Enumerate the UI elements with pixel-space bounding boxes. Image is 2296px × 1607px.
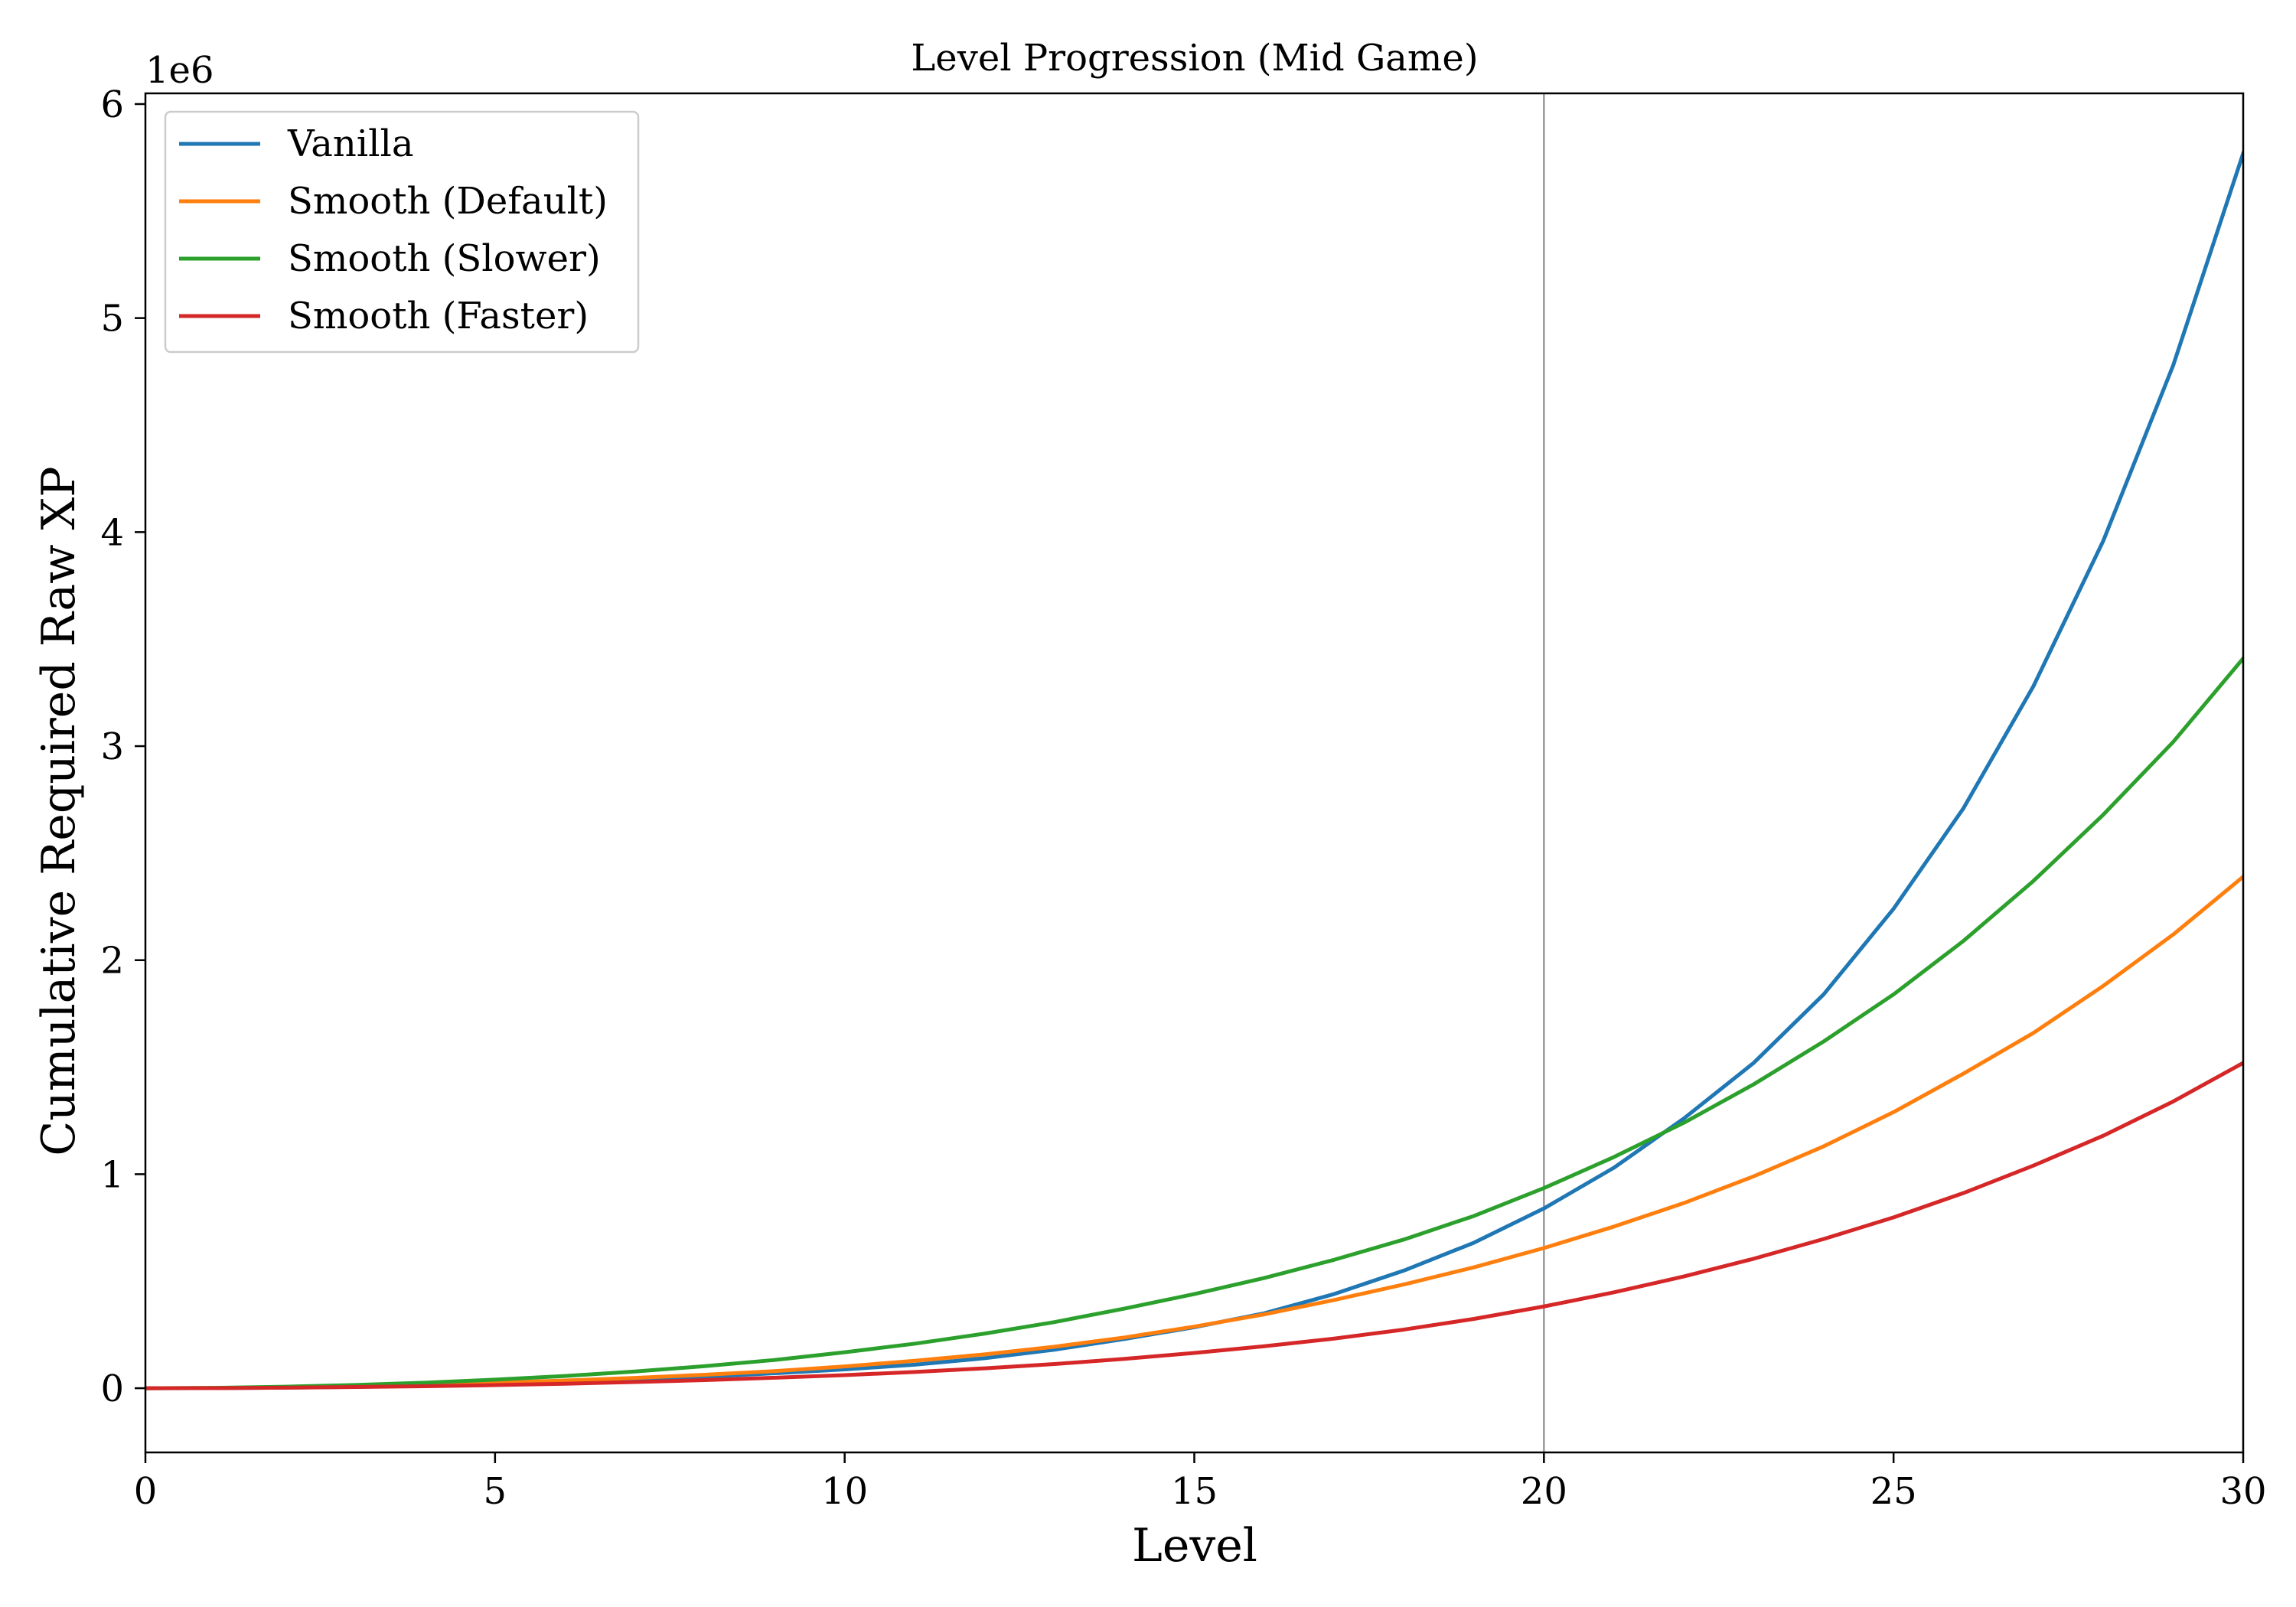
x-tick-label: 0 [134,1470,158,1513]
x-tick-label: 30 [2219,1470,2266,1513]
y-tick-label: 4 [100,511,124,554]
legend-label-3: Smooth (Faster) [288,295,589,337]
x-tick-label: 5 [484,1470,507,1513]
y-tick-label: 6 [100,83,124,126]
x-tick-label: 15 [1171,1470,1218,1513]
legend-label-0: Vanilla [287,122,413,165]
y-tick-label: 0 [100,1367,124,1410]
legend-label-2: Smooth (Slower) [288,237,601,280]
legend-label-1: Smooth (Default) [288,180,608,223]
x-tick-label: 10 [821,1470,868,1513]
y-tick-label: 5 [100,298,124,341]
series-line-3 [145,1061,2243,1390]
legend-box [164,110,640,354]
y-tick-label: 2 [100,940,124,983]
chart-title: Level Progression (Mid Game) [911,37,1478,80]
series-line-1 [145,874,2243,1390]
axes: 0 5 10 15 20 25 30 0 1 2 3 4 5 6 [100,83,2266,1513]
plot-area [145,93,2243,1452]
x-axis-label: Level [1132,1519,1257,1573]
x-tick-label: 25 [1870,1470,1917,1513]
y-tick-label: 1 [100,1153,124,1196]
y-offset-label: 1e6 [145,49,214,92]
x-tick-label: 20 [1521,1470,1567,1513]
y-tick-label: 3 [100,725,124,768]
legend: Vanilla Smooth (Default) Smooth (Slower) Sm… [164,110,640,354]
y-axis-label: Cumulative Required Raw XP [32,466,86,1156]
series-line-2 [145,655,2243,1390]
